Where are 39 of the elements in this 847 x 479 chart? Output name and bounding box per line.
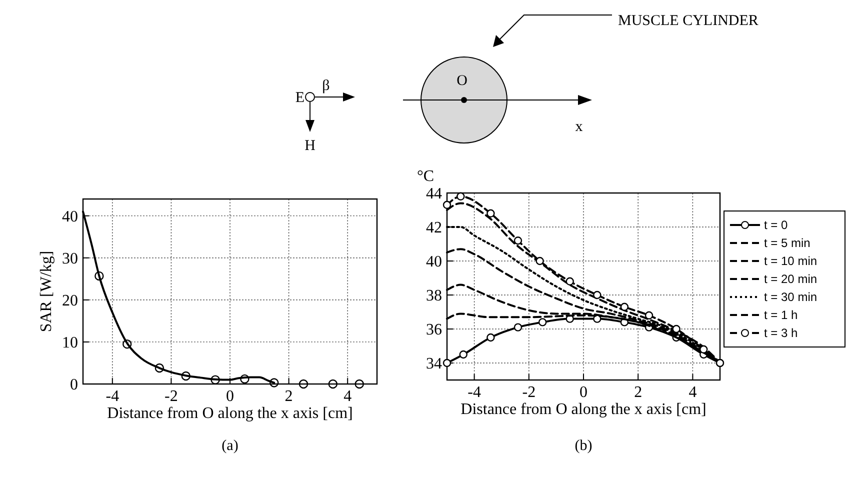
text: x [575,119,584,135]
x-tick-label: -2 [164,388,178,405]
legend-label: t = 3 h [764,326,798,340]
y-tick-label: 36 [426,322,442,339]
x-tick-label: -4 [106,388,120,405]
text: O [456,73,468,89]
y-axis-title: SAR [W/kg] [38,250,55,332]
text: (a) [222,438,238,454]
x-tick-label: 4 [344,388,352,405]
x-axis-title: Distance from O along the x axis [cm] [460,401,706,418]
legend-label: t = 5 min [764,236,810,250]
legend-label: t = 1 h [764,308,798,322]
y-tick-label: 34 [426,356,442,373]
x-tick-label: 0 [580,384,588,401]
y-tick-label: 10 [62,334,78,352]
text: E [295,90,305,106]
x-axis-title: Distance from O along the x axis [cm] [107,405,353,422]
text: β [322,78,330,94]
y-tick-label: 44 [426,186,442,203]
y-tick-label: 42 [426,220,442,237]
y-tick-label: 30 [62,250,78,268]
text: MUSCLE CYLINDER [618,13,758,29]
legend-label: t = 0 [764,218,788,232]
y-tick-label: 38 [426,288,442,305]
legend-label: t = 20 min [764,272,818,286]
x-tick-label: -2 [522,384,536,401]
x-tick-label: 0 [226,388,234,405]
x-tick-label: 2 [284,388,293,405]
y-tick-label: 40 [62,208,78,226]
y-axis-title: °C [417,168,434,185]
legend-label: t = 10 min [764,254,818,268]
legend-label: t = 30 min [764,290,818,304]
y-tick-label: 40 [426,254,442,271]
x-tick-label: -4 [468,384,481,401]
text: H [304,138,316,154]
y-tick-label: 20 [62,292,78,310]
text: (b) [574,438,592,454]
x-tick-label: 2 [634,384,642,401]
x-tick-label: 4 [688,384,697,401]
